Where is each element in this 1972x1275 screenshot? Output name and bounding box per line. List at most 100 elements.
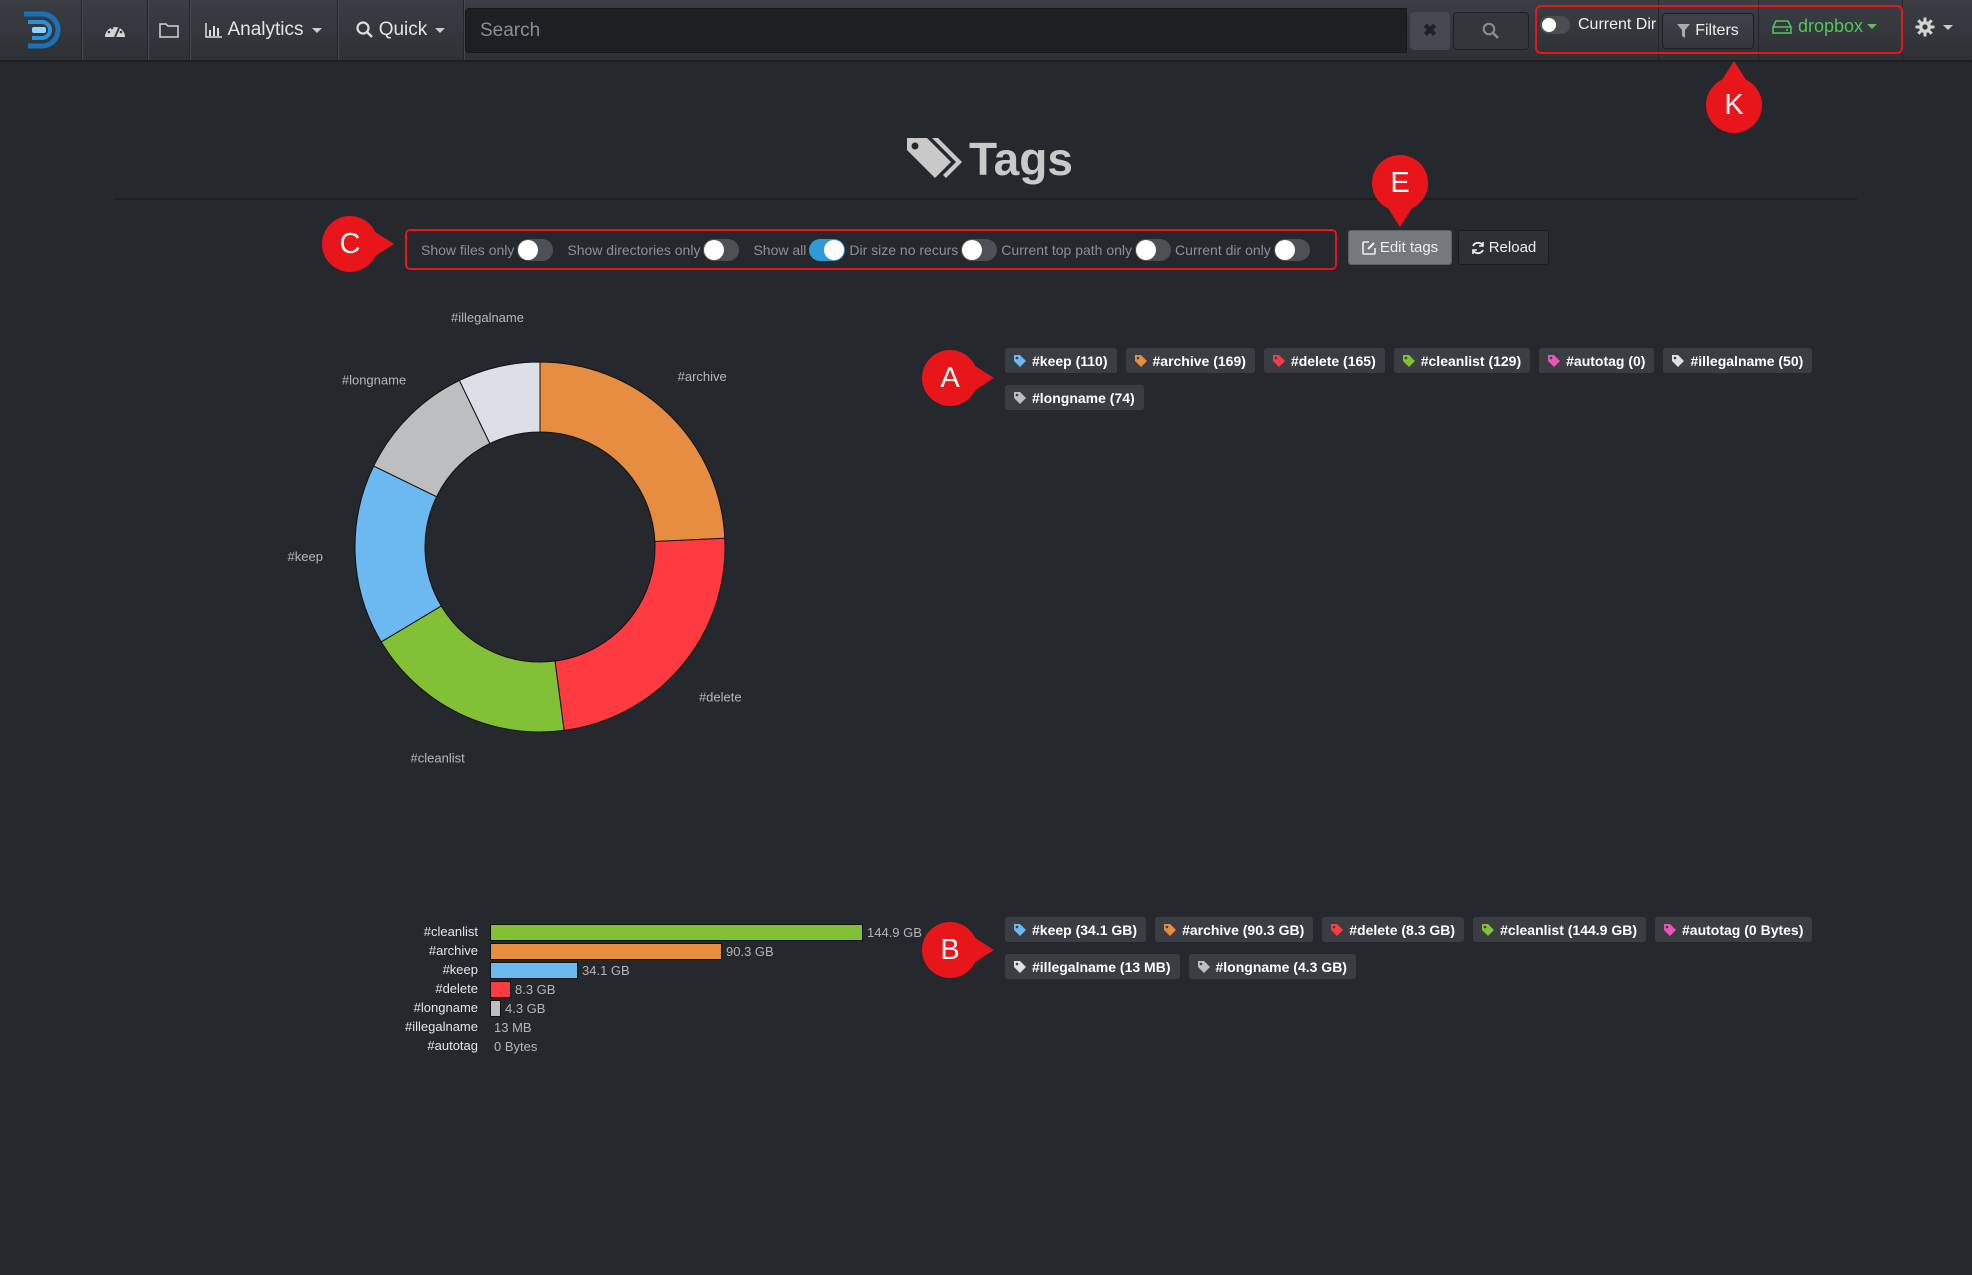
toggle-switch[interactable]	[703, 239, 740, 261]
current-dir-label: Current Dir	[1578, 16, 1657, 33]
toggle-switch[interactable]	[809, 239, 846, 261]
analytics-label: Analytics	[227, 19, 304, 40]
toggle-show-all[interactable]: Show all	[753, 239, 846, 261]
tags-icon	[907, 138, 962, 178]
tag-icon	[1664, 923, 1677, 936]
tag-icon	[1402, 354, 1415, 367]
search-button[interactable]	[1453, 12, 1529, 50]
tag-badge-label: #keep (110)	[1032, 352, 1108, 369]
tag-icon	[1482, 923, 1495, 936]
reload-button[interactable]: Reload	[1458, 230, 1549, 265]
donut-slice-label: #longname	[342, 373, 406, 388]
tag-badge[interactable]: #delete (8.3 GB)	[1322, 917, 1465, 942]
tag-badge[interactable]: #cleanlist (144.9 GB)	[1473, 917, 1647, 942]
donut-slice[interactable]	[554, 537, 726, 731]
toggle-switch[interactable]	[1273, 239, 1310, 261]
tag-badge[interactable]: #cleanlist (129)	[1393, 348, 1531, 373]
filter-toggles: Show files only Show directories only Sh…	[421, 235, 1324, 265]
index-selector[interactable]: dropbox	[1772, 16, 1878, 37]
tag-badge-label: #delete (165)	[1290, 352, 1376, 369]
bar[interactable]	[490, 924, 863, 941]
tag-badge[interactable]: #keep (110)	[1005, 348, 1117, 373]
gear-icon	[1915, 17, 1935, 37]
clear-search-button[interactable]: ✖	[1410, 12, 1450, 50]
chevron-down-icon	[435, 27, 446, 33]
donut-slices	[354, 361, 726, 733]
tag-icon	[1164, 923, 1177, 936]
reload-label: Reload	[1488, 239, 1537, 256]
tag-icon	[1014, 354, 1026, 367]
callout-c-marker: C	[322, 216, 394, 272]
tag-badge-label: #delete (8.3 GB)	[1349, 921, 1456, 938]
tag-badge[interactable]: #autotag (0)	[1539, 348, 1655, 373]
toggle-switch[interactable]	[517, 239, 554, 261]
callout-e-letter: E	[1390, 166, 1410, 199]
hard-drive-icon	[1772, 19, 1792, 34]
callout-a-marker: A	[922, 350, 994, 406]
tag-badge[interactable]: #keep (34.1 GB)	[1005, 917, 1147, 942]
bar[interactable]	[490, 981, 511, 998]
diskover-logo-icon	[23, 11, 60, 49]
tag-icon	[1014, 960, 1026, 973]
settings-menu[interactable]	[1915, 17, 1953, 37]
donut-slice[interactable]	[539, 361, 726, 543]
tag-badge-label: #illegalname (13 MB)	[1032, 958, 1171, 975]
toggle-switch[interactable]	[961, 239, 998, 261]
file-browser-link[interactable]	[148, 0, 190, 60]
dashboard-link[interactable]	[82, 0, 148, 60]
callout-c-letter: C	[339, 227, 361, 260]
tag-badge[interactable]: #illegalname (50)	[1663, 348, 1813, 373]
edit-tags-label: Edit tags	[1379, 239, 1439, 256]
quick-label: Quick	[378, 19, 428, 40]
bar[interactable]	[490, 943, 722, 960]
bar-label: #autotag	[427, 1038, 478, 1053]
filters-button[interactable]: Filters	[1662, 13, 1754, 49]
donut-slice[interactable]	[458, 361, 541, 445]
bar-value-label: 34.1 GB	[582, 963, 630, 978]
title-divider	[115, 198, 1857, 200]
toggle-show-directories-only[interactable]: Show directories only	[567, 239, 740, 261]
tag-badge-label: #autotag (0 Bytes)	[1682, 921, 1804, 938]
toggle-current-top-path-only[interactable]: Current top path only	[1001, 239, 1172, 261]
toggle-label: Current dir only	[1175, 242, 1271, 258]
bar-value-label: 0 Bytes	[494, 1039, 538, 1054]
search-input[interactable]	[465, 8, 1407, 53]
tag-badge-label: #keep (34.1 GB)	[1032, 921, 1138, 938]
toggle-current-dir-only[interactable]: Current dir only	[1175, 239, 1310, 261]
bar-value-label: 8.3 GB	[515, 982, 556, 997]
toggle-dir-size-no-recurs[interactable]: Dir size no recurs	[849, 239, 998, 261]
quick-menu[interactable]: Quick	[338, 0, 464, 60]
toggle-switch[interactable]	[1135, 239, 1172, 261]
tag-badge[interactable]: #autotag (0 Bytes)	[1655, 917, 1813, 942]
chevron-down-icon	[1867, 24, 1878, 29]
bar-label: #keep	[442, 962, 478, 977]
tag-badge[interactable]: #longname (74)	[1005, 385, 1144, 410]
tag-badge-label: #longname (4.3 GB)	[1215, 958, 1347, 975]
tag-badge[interactable]: #archive (169)	[1125, 348, 1255, 373]
bar[interactable]	[490, 962, 578, 979]
tag-icon	[1134, 354, 1147, 367]
callout-a-letter: A	[940, 361, 960, 394]
tag-badge[interactable]: #delete (165)	[1263, 348, 1385, 373]
tag-badge[interactable]: #longname (4.3 GB)	[1188, 954, 1356, 979]
tag-badge-label: #cleanlist (144.9 GB)	[1500, 921, 1638, 938]
edit-tags-button[interactable]: Edit tags	[1348, 230, 1452, 265]
filter-icon	[1677, 24, 1691, 38]
current-dir-switch[interactable]	[1540, 16, 1570, 34]
toggle-label: Show all	[753, 242, 807, 258]
tag-badge-label: #cleanlist (129)	[1420, 352, 1522, 369]
current-dir-toggle[interactable]: Current Dir	[1540, 16, 1656, 34]
tag-badge-label: #illegalname (50)	[1690, 352, 1804, 369]
toggle-show-files-only[interactable]: Show files only	[421, 239, 554, 261]
tag-badge[interactable]: #archive (90.3 GB)	[1155, 917, 1314, 942]
index-label: dropbox	[1798, 16, 1864, 36]
bar-chart-icon	[205, 23, 223, 38]
bar[interactable]	[490, 1000, 501, 1017]
tag-badge[interactable]: #illegalname (13 MB)	[1005, 954, 1180, 979]
donut-slice-label: #delete	[699, 690, 742, 705]
donut-slice-label: #archive	[678, 369, 727, 384]
filters-label: Filters	[1695, 22, 1739, 39]
analytics-menu[interactable]: Analytics	[190, 0, 338, 60]
toggle-label: Dir size no recurs	[849, 242, 959, 258]
home-logo-link[interactable]	[0, 0, 82, 60]
